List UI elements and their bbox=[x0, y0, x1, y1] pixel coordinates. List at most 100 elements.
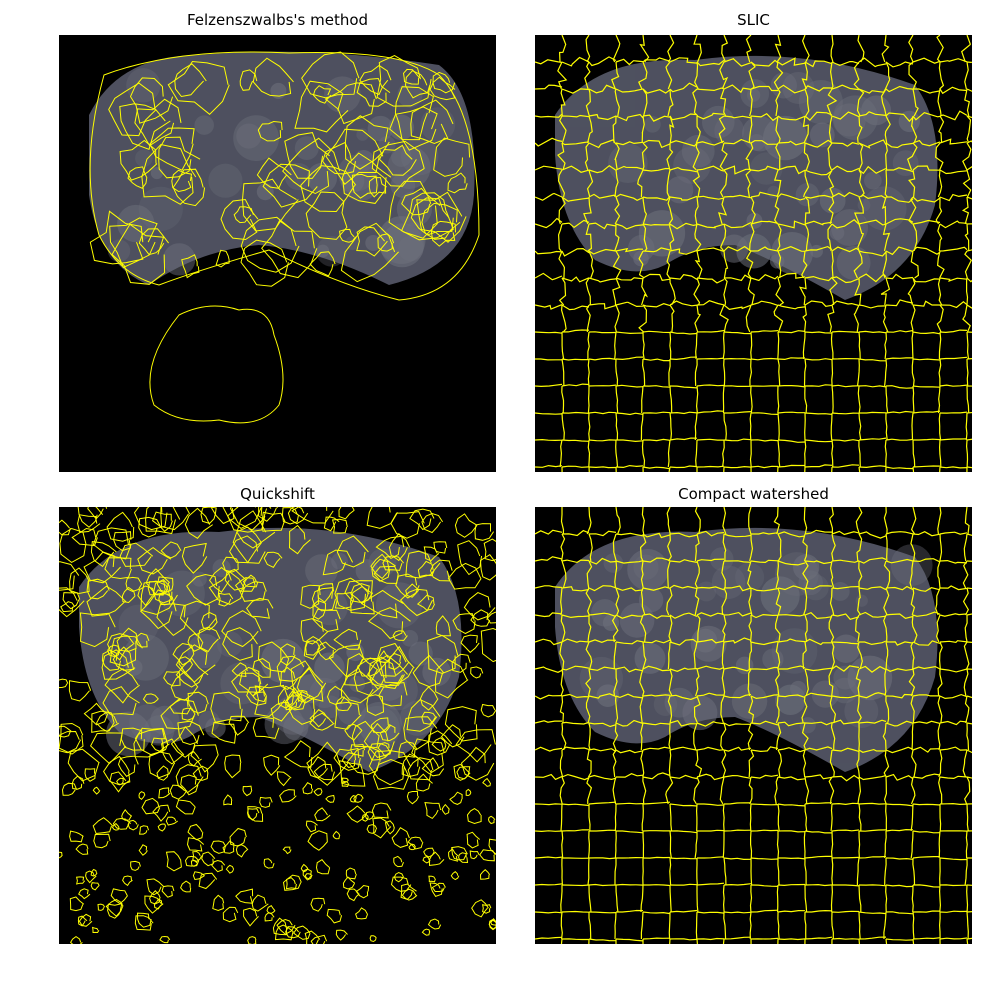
boundary-line bbox=[669, 222, 698, 230]
boundary-line bbox=[722, 884, 725, 913]
boundary-line bbox=[886, 167, 914, 173]
boundary-line bbox=[642, 665, 671, 672]
boundary-line bbox=[723, 84, 752, 94]
boundary-line bbox=[723, 722, 752, 727]
boundary-line bbox=[144, 895, 164, 914]
tissue-texture bbox=[790, 680, 807, 698]
boundary-line bbox=[240, 216, 300, 273]
boundary-line bbox=[749, 439, 752, 468]
boundary-line bbox=[97, 903, 106, 911]
boundary-line bbox=[938, 776, 943, 805]
felzenszwalb-boundaries bbox=[89, 51, 480, 424]
boundary-line bbox=[885, 884, 914, 888]
boundary-line bbox=[831, 665, 860, 672]
boundary-line bbox=[777, 803, 806, 807]
boundary-line bbox=[479, 869, 491, 880]
boundary-line bbox=[724, 560, 752, 563]
boundary-line bbox=[696, 614, 701, 643]
boundary-line bbox=[962, 560, 969, 589]
boundary-line bbox=[640, 722, 644, 751]
boundary-line bbox=[117, 755, 139, 777]
boundary-line bbox=[966, 88, 972, 92]
boundary-line bbox=[803, 142, 810, 171]
tissue-texture bbox=[760, 576, 800, 616]
boundary-line bbox=[856, 88, 865, 117]
boundary-line bbox=[774, 668, 780, 697]
boundary-line bbox=[642, 557, 671, 563]
boundary-line bbox=[615, 466, 617, 472]
boundary-line bbox=[588, 357, 617, 361]
boundary-line bbox=[67, 748, 100, 782]
boundary-line bbox=[401, 753, 421, 778]
boundary-line bbox=[138, 516, 162, 538]
boundary-line bbox=[831, 829, 860, 832]
boundary-line bbox=[750, 803, 779, 806]
boundary-line bbox=[300, 863, 309, 873]
boundary-line bbox=[696, 467, 698, 472]
boundary-line bbox=[333, 747, 361, 771]
boundary-line bbox=[884, 857, 887, 886]
boundary-line bbox=[750, 273, 779, 282]
boundary-line bbox=[642, 937, 671, 940]
boundary-line bbox=[885, 85, 914, 93]
boundary-line bbox=[356, 77, 391, 107]
boundary-line bbox=[964, 857, 968, 886]
boundary-line bbox=[750, 246, 779, 252]
boundary-line bbox=[777, 466, 779, 472]
boundary-line bbox=[59, 725, 72, 738]
boundary-line bbox=[305, 640, 321, 656]
boundary-line bbox=[160, 507, 191, 531]
boundary-line bbox=[101, 649, 136, 680]
boundary-line bbox=[964, 88, 970, 117]
boundary-line bbox=[614, 803, 617, 832]
boundary-line bbox=[885, 668, 914, 672]
boundary-line bbox=[187, 751, 202, 767]
boundary-line bbox=[641, 439, 646, 468]
boundary-line bbox=[801, 61, 808, 90]
boundary-line bbox=[560, 533, 566, 562]
boundary-line bbox=[282, 137, 341, 195]
boundary-line bbox=[107, 633, 135, 661]
boundary-line bbox=[723, 277, 728, 306]
boundary-line bbox=[750, 165, 779, 172]
boundary-line bbox=[906, 142, 918, 171]
tissue-texture bbox=[855, 594, 868, 607]
boundary-line bbox=[665, 776, 674, 805]
boundary-line bbox=[966, 830, 972, 832]
boundary-line bbox=[962, 304, 971, 333]
boundary-line bbox=[535, 464, 563, 468]
boundary-line bbox=[561, 857, 563, 886]
boundary-line bbox=[561, 693, 590, 699]
boundary-line bbox=[939, 466, 968, 469]
boundary-line bbox=[588, 412, 591, 441]
boundary-line bbox=[885, 857, 914, 860]
boundary-line bbox=[776, 223, 782, 252]
boundary-line bbox=[858, 774, 887, 781]
boundary-line bbox=[585, 668, 592, 697]
boundary-line bbox=[366, 694, 385, 716]
boundary-line bbox=[235, 888, 254, 904]
boundary-line bbox=[234, 577, 256, 592]
boundary-line bbox=[313, 788, 323, 797]
boundary-line bbox=[615, 165, 644, 171]
boundary-line bbox=[227, 507, 266, 533]
boundary-line bbox=[858, 884, 862, 912]
boundary-line bbox=[749, 88, 753, 117]
boundary-line bbox=[912, 803, 941, 806]
boundary-line bbox=[939, 938, 941, 944]
boundary-line bbox=[939, 301, 968, 309]
boundary-line bbox=[802, 115, 809, 144]
boundary-line bbox=[804, 331, 833, 334]
boundary-line bbox=[935, 614, 941, 643]
boundary-line bbox=[966, 277, 972, 283]
boundary-line bbox=[415, 773, 433, 792]
boundary-line bbox=[696, 665, 725, 670]
boundary-line bbox=[643, 884, 671, 887]
boundary-line bbox=[858, 911, 861, 940]
boundary-line bbox=[829, 507, 834, 534]
boundary-line bbox=[882, 304, 889, 333]
boundary-line bbox=[777, 115, 806, 121]
tissue-region bbox=[79, 527, 462, 772]
boundary-line bbox=[777, 776, 806, 781]
boundary-line bbox=[801, 35, 810, 63]
